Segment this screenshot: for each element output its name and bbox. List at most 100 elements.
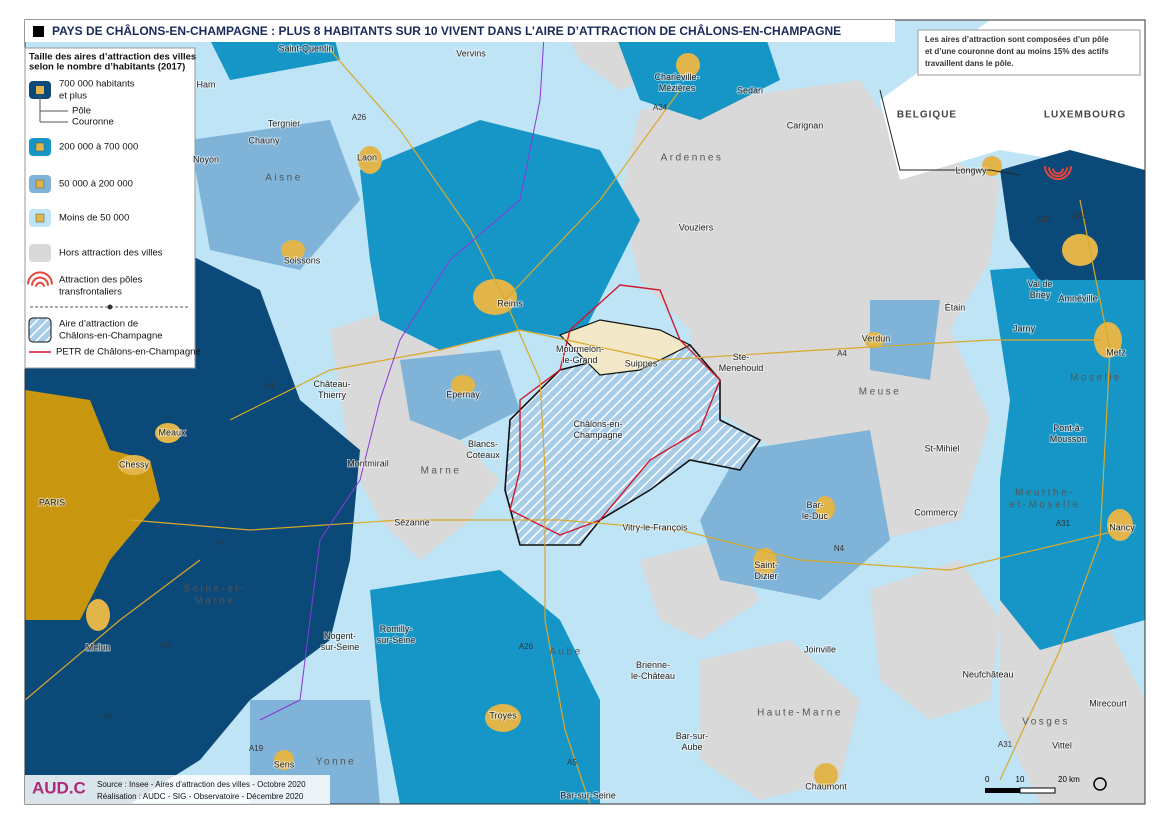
- legend-pole-label: Pôle: [72, 106, 91, 117]
- legend-title: selon le nombre d’habitants (2017): [29, 62, 185, 73]
- note-line: Les aires d’attraction sont composées d’…: [925, 35, 1109, 44]
- credit: Réalisation : AUDC - SIG - Observatoire …: [97, 792, 304, 801]
- place-label: Mézières: [659, 83, 696, 93]
- region-label: Haute-Marne: [757, 708, 843, 719]
- arc: [1044, 166, 1072, 181]
- place-label: Val de: [1028, 279, 1053, 289]
- legend-title: Taille des aires d’attraction des villes: [29, 52, 196, 63]
- legend-label: 700 000 habitants: [59, 79, 135, 90]
- place-label: Vittel: [1052, 740, 1072, 750]
- place-label: Saint-Quentin: [278, 43, 333, 53]
- road-label: A31: [1072, 211, 1087, 220]
- legend-label: PETR de Châlons-en-Champagne: [56, 347, 201, 358]
- place-label: Vouziers: [679, 222, 714, 232]
- place-label: Briey: [1030, 290, 1051, 300]
- region-label: Meurthe-: [1015, 488, 1075, 499]
- place-label: Meaux: [158, 427, 186, 437]
- scale: 0 10 20 km: [985, 775, 1080, 784]
- road-label: A4: [837, 349, 847, 358]
- place-label: Menehould: [719, 363, 764, 373]
- place-label: Mirecourt: [1089, 698, 1127, 708]
- region-label: Aisne: [265, 173, 303, 184]
- place-label: Aube: [681, 742, 702, 752]
- region-label: Yonne: [316, 757, 357, 768]
- place-label: Reims: [497, 298, 523, 308]
- note-box: [917, 29, 1141, 76]
- place-label: Tergnier: [268, 118, 301, 128]
- note-line: travaillent dans le pôle.: [925, 59, 1013, 68]
- place-label: Amnéville: [1058, 293, 1097, 303]
- place-label: PARIS: [39, 497, 65, 507]
- place-label: Sézanne: [394, 517, 430, 527]
- place-label: Épernay: [446, 389, 480, 399]
- legend-pole: [35, 142, 45, 152]
- place-label: Melun: [86, 642, 111, 652]
- place-label: Nogent-: [324, 631, 356, 641]
- arc: [1052, 168, 1064, 175]
- place-label: Mousson: [1050, 434, 1087, 444]
- logo: AUD.C: [32, 778, 86, 797]
- legend: Taille des aires d’attraction des villes…: [27, 52, 201, 358]
- place-label: Carignan: [787, 120, 824, 130]
- place-label: Dizier: [754, 571, 777, 581]
- place-label: Suippes: [625, 358, 658, 368]
- region-label: Meuse: [859, 387, 902, 398]
- legend-swatch: [28, 317, 52, 343]
- map-title: PAYS DE CHÂLONS-EN-CHAMPAGNE : PLUS 8 HA…: [52, 23, 841, 38]
- map-labels: Saint-Quentin Vervins Ham Charleville-Méziè…: [38, 42, 1136, 801]
- road-label: A6: [103, 712, 113, 721]
- legend-pole: [35, 179, 45, 189]
- place-label: Vervins: [456, 48, 486, 58]
- place-label: Bar-: [806, 500, 823, 510]
- place-label: Chauny: [248, 135, 280, 145]
- region-label: Marne: [195, 596, 236, 607]
- road-label: A5: [161, 641, 171, 650]
- place-label: Romilly-: [380, 624, 413, 634]
- country-label: LUXEMBOURG: [1044, 110, 1126, 121]
- place-label: Longwy: [955, 165, 987, 175]
- legend-label: Moins de 50 000: [59, 213, 129, 224]
- region-label: Seine-et-: [183, 584, 246, 595]
- place-label: Thierry: [318, 390, 347, 400]
- road-label: N4: [834, 544, 845, 553]
- region-label: Aube: [549, 647, 582, 658]
- place-label: St-Mihiel: [924, 443, 959, 453]
- legend-pole: [35, 213, 45, 223]
- legend-pole: [36, 86, 44, 94]
- base-map: [25, 20, 1145, 804]
- title-bar: [25, 20, 895, 42]
- place-label: Blancs-: [468, 439, 498, 449]
- place-label: Châlons-en-: [573, 419, 622, 429]
- road-label: A30: [1036, 215, 1051, 224]
- note: Les aires d’attraction sont composées d’…: [925, 35, 1109, 68]
- road-label: A31: [1056, 519, 1071, 528]
- country-label: BELGIQUE: [897, 110, 957, 121]
- place-label: Bar-sur-Seine: [560, 790, 616, 800]
- road-label: A34: [653, 103, 668, 112]
- place-label: Étain: [945, 302, 966, 312]
- place-label: Vitry-le-François: [622, 522, 688, 532]
- region-label: et-Moselle: [1009, 500, 1080, 511]
- legend-label: Aire d’attraction de: [59, 319, 138, 330]
- place-label: Verdun: [862, 333, 891, 343]
- place-label: Brienne-: [636, 660, 670, 670]
- place-label: sur-Seine: [321, 642, 360, 652]
- region-label: Moselle: [1070, 373, 1122, 384]
- region-label: Vosges: [1022, 717, 1070, 728]
- legend-box: [24, 47, 196, 369]
- legend-arc: [35, 281, 45, 287]
- cross-border-icon: [1044, 166, 1072, 181]
- place-label: sur-Seine: [377, 635, 416, 645]
- road-label: A4: [264, 381, 274, 390]
- legend-label: 50 000 à 200 000: [59, 179, 133, 190]
- place-label: Sedan: [737, 85, 763, 95]
- place-label: Ste-: [733, 352, 750, 362]
- legend-label: et plus: [59, 91, 87, 102]
- legend-swatch: [29, 244, 51, 262]
- place-label: Coteaux: [466, 450, 500, 460]
- road-label: A26: [519, 642, 534, 651]
- road-label: A26: [352, 113, 367, 122]
- road-label: N4: [215, 538, 226, 547]
- legend-arc: [31, 276, 49, 286]
